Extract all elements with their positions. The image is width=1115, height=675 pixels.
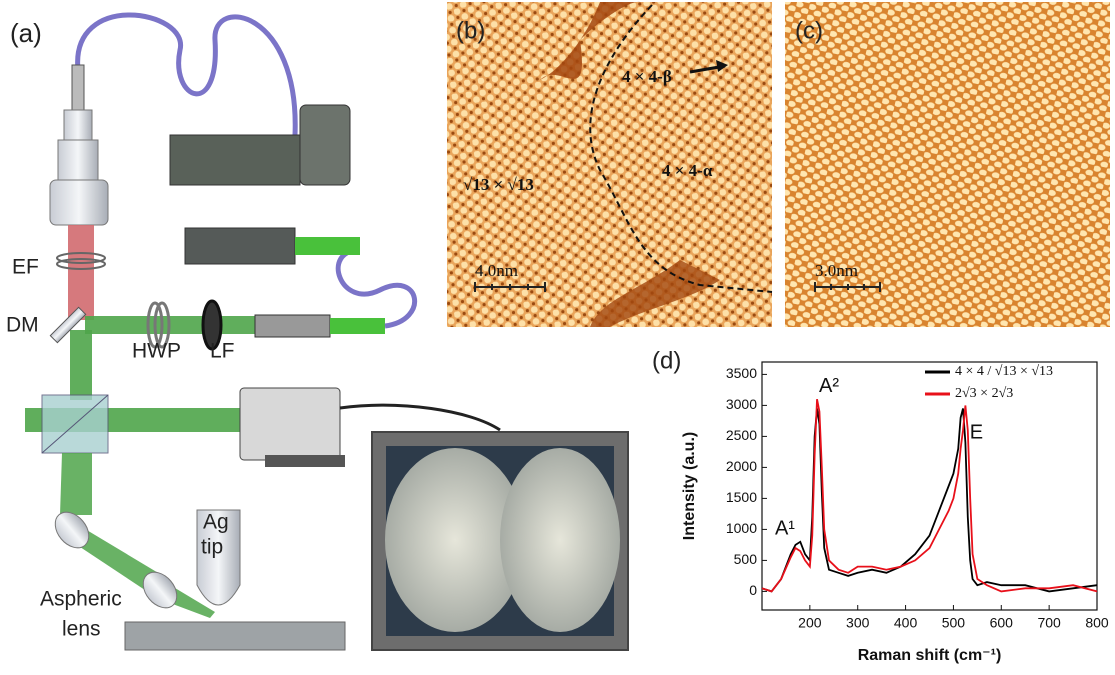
spectrometer-box	[170, 135, 300, 185]
interference-lobe	[500, 448, 620, 632]
scale-label: 3.0nm	[815, 261, 858, 280]
laser-box	[185, 228, 295, 264]
x-axis-title: Raman shift (cm⁻¹)	[858, 647, 1002, 664]
fiber-connector-green	[330, 318, 385, 334]
peak-label: A²	[819, 375, 839, 397]
y-tick-label: 1000	[726, 520, 757, 536]
series-line	[762, 409, 1097, 592]
camera-head	[300, 105, 350, 185]
peak-label: E	[970, 422, 983, 444]
x-tick-label: 300	[846, 615, 870, 631]
y-tick-label: 500	[734, 551, 758, 567]
y-axis-title: Intensity (a.u.)	[681, 432, 698, 540]
figure: (a) EF DM HWP LF Aspheric lens Ag tip (b…	[0, 0, 1115, 670]
label-dm: DM	[6, 314, 39, 337]
green-beam	[85, 316, 265, 334]
x-tick-label: 700	[1037, 615, 1061, 631]
label-tip: tip	[201, 536, 223, 559]
scale-label: 4.0nm	[475, 261, 518, 280]
y-tick-label: 0	[749, 582, 757, 598]
green-beam	[60, 453, 92, 515]
panel-label: (b)	[456, 17, 485, 44]
y-tick-label: 3000	[726, 396, 757, 412]
sample-stage	[125, 622, 345, 650]
red-beam	[68, 225, 94, 320]
objective-body	[50, 180, 108, 225]
x-tick-label: 400	[894, 615, 918, 631]
panel-label: (a)	[10, 18, 42, 48]
camera	[240, 388, 340, 460]
y-tick-label: 1500	[726, 489, 757, 505]
panel-label: (c)	[795, 17, 823, 44]
objective-part	[64, 110, 92, 140]
plot-frame	[762, 362, 1097, 610]
camera-cable	[340, 405, 500, 430]
panel-label: (d)	[652, 347, 681, 374]
camera-base	[265, 455, 345, 467]
x-tick-label: 600	[990, 615, 1014, 631]
x-tick-label: 800	[1085, 615, 1109, 631]
x-tick-label: 200	[798, 615, 822, 631]
label-lens: Aspheric	[40, 588, 122, 611]
fiber-cable	[338, 250, 414, 326]
legend-label: 2√3 × 2√3	[955, 386, 1013, 401]
fiber-cable	[78, 15, 296, 135]
y-tick-label: 2500	[726, 427, 757, 443]
x-tick-label: 500	[942, 615, 966, 631]
phase-label: √13 × √13	[463, 175, 534, 194]
label-ef: EF	[12, 256, 39, 279]
fiber-connector	[72, 65, 84, 110]
raman-chart: 0 500 1000 1500 2000 2500 3000 3500 200 300 400 500…	[681, 362, 1109, 664]
label-lf: LF	[210, 340, 235, 363]
y-tick-label: 3500	[726, 365, 757, 381]
phase-label: 4 × 4-α	[662, 161, 713, 180]
y-tick-label: 2000	[726, 458, 757, 474]
peak-label: A¹	[775, 518, 795, 540]
objective-part	[58, 140, 98, 180]
fiber-connector-green	[295, 237, 360, 255]
label-lens: lens	[62, 618, 101, 641]
green-beam	[70, 330, 92, 400]
fiber-collimator	[255, 315, 330, 337]
label-tip: Ag	[203, 511, 229, 534]
label-hwp: HWP	[132, 340, 181, 363]
legend-label: 4 × 4 / √13 × √13	[955, 364, 1053, 379]
phase-label: 4 × 4-β	[622, 67, 672, 86]
